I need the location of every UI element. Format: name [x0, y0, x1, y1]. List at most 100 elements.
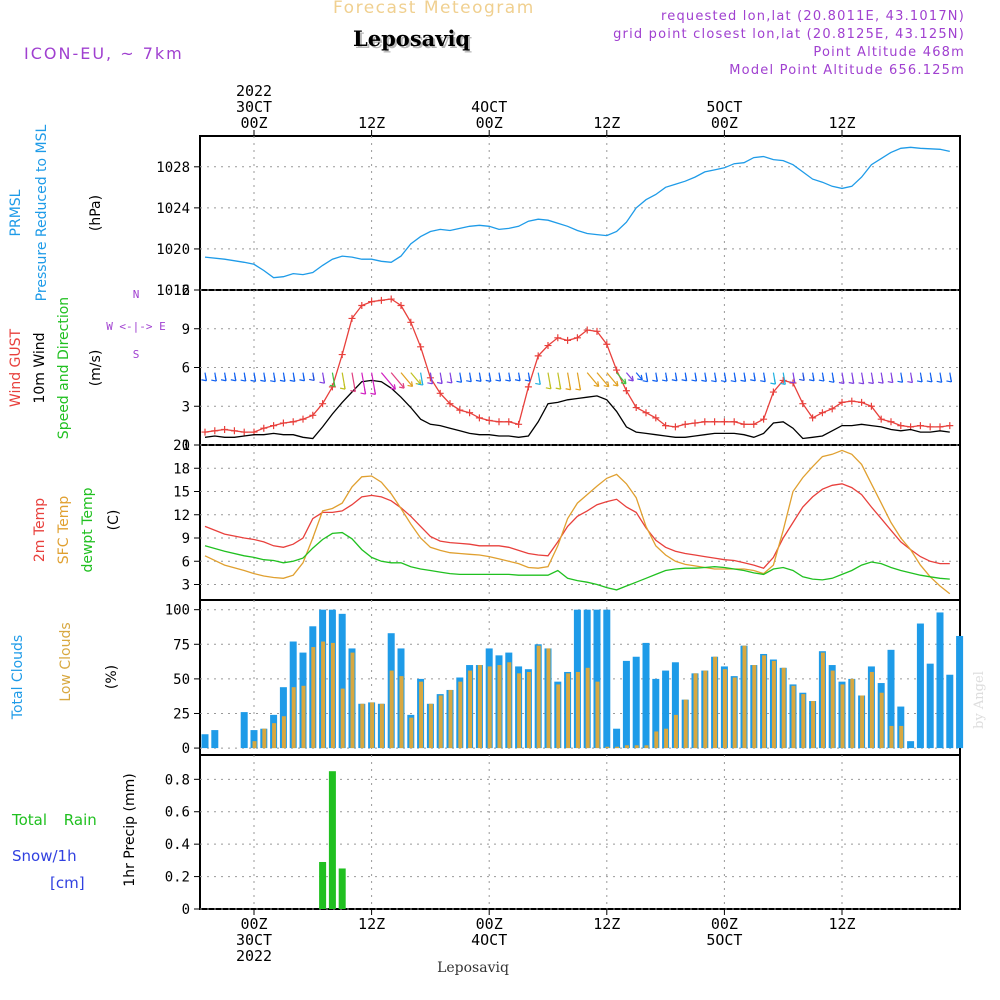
time-axis-label: 12Z: [593, 114, 620, 132]
total-cloud-bar: [240, 712, 248, 749]
wind-arrow-head: [446, 377, 453, 384]
temp-2m-label: 2m Temp: [32, 498, 48, 562]
low-cloud-bar: [419, 681, 424, 749]
wind-arrow-head: [475, 376, 482, 382]
wind-arrow-head: [319, 378, 326, 384]
wind-arrow-head: [593, 381, 600, 388]
gust-marker: [348, 314, 356, 322]
y-tick-label: 0.6: [165, 805, 190, 821]
low-cloud-bar: [360, 703, 365, 749]
gust-marker: [818, 409, 826, 417]
gust-marker: [632, 404, 640, 412]
low-cloud-bar: [291, 687, 296, 749]
gust-marker: [916, 422, 924, 430]
wind-direction-arrow: [635, 372, 643, 381]
total-cloud-bar: [338, 613, 346, 749]
low-cloud-bar: [791, 685, 796, 749]
low-cloud-bar: [693, 673, 698, 749]
low-cloud-bar: [615, 746, 620, 749]
gust-marker: [946, 422, 954, 430]
gust-marker: [554, 334, 562, 342]
wind-arrow-head: [390, 384, 396, 390]
gust-marker: [544, 342, 552, 350]
gust-marker: [583, 326, 591, 334]
wind-arrow-head: [370, 389, 377, 395]
wind-arrow-head: [897, 377, 904, 383]
wind-arrow-head: [575, 384, 582, 391]
time-axis-label: 12Z: [593, 915, 620, 933]
wind-arrow-head: [220, 375, 227, 382]
low-cloud-bar: [546, 648, 551, 749]
time-axis-label: 00Z: [711, 915, 738, 933]
time-axis-label: 2022: [236, 947, 272, 965]
gust-marker: [299, 415, 307, 423]
wind-arrow-head: [201, 375, 208, 382]
wind-arrow-head: [730, 376, 737, 383]
snow-unit-label: [cm]: [50, 874, 85, 892]
wind-unit-label: (m/s): [88, 350, 104, 387]
temp-2m-line: [204, 483, 950, 569]
credit-watermark: by Angel: [972, 671, 987, 729]
wind-arrow-head: [555, 383, 562, 390]
wind-arrow-head: [838, 378, 845, 385]
gust-marker: [838, 398, 846, 406]
wind-arrow-head: [565, 384, 572, 391]
low-cloud-bar: [605, 746, 610, 749]
gust-marker: [662, 422, 670, 430]
wind-arrow-head: [250, 376, 257, 382]
wind-arrow-head: [485, 376, 492, 382]
precipitation-frame: [199, 754, 961, 910]
wind-arrow-head: [936, 377, 943, 383]
gust-marker: [436, 389, 444, 397]
gust-marker: [387, 295, 395, 303]
time-axis-label: 12Z: [828, 915, 855, 933]
pressure-unit-label: (hPa): [88, 195, 104, 231]
time-axis-label: 12Z: [828, 114, 855, 132]
gust-marker: [289, 418, 297, 426]
low-cloud-bar: [703, 670, 708, 749]
model-altitude: Model Point Altitude 656.125m: [729, 63, 965, 78]
total-cloud-bar: [593, 609, 601, 749]
temp-unit-label: (C): [106, 510, 122, 531]
total-cloud-bar: [652, 678, 660, 749]
wind-arrow-head: [799, 375, 805, 382]
time-axis-label: 2022: [236, 82, 272, 100]
wind-direction-arrow: [606, 372, 619, 387]
gust-marker: [466, 409, 474, 417]
wind-arrow-head: [407, 381, 414, 388]
low-cloud-bar: [389, 670, 394, 749]
total-cloud-bar: [907, 741, 915, 749]
gust-marker: [279, 419, 287, 427]
gust-marker: [573, 334, 581, 342]
low-cloud-bar: [654, 731, 659, 749]
time-axis-label: 5OCT: [706, 931, 742, 949]
wind-arrow-head: [828, 377, 835, 383]
wind-arrow-head: [456, 377, 463, 383]
y-tick-label: 12: [173, 508, 190, 524]
compass-north: N: [133, 288, 140, 301]
low-cloud-bar: [664, 728, 669, 749]
wind-arrow-head: [329, 381, 336, 387]
wind-arrow-head: [339, 383, 346, 390]
gust-marker: [671, 423, 679, 431]
wind-gust-label: Wind GUST: [8, 328, 24, 407]
wind-arrow-head: [652, 376, 658, 382]
dewpt-label: dewpt Temp: [80, 487, 96, 572]
low-cloud-bar: [370, 702, 375, 749]
low-cloud-bar: [262, 728, 267, 749]
low-cloud-bar: [428, 703, 433, 749]
low-cloud-bar: [879, 692, 884, 749]
wind-arrow-head: [760, 376, 766, 383]
wind-arrow-head: [946, 376, 953, 383]
gust-marker: [750, 420, 758, 428]
total-cloud-bar: [632, 656, 640, 749]
point-altitude: Point Altitude 468m: [813, 45, 965, 60]
low-cloud-bar: [850, 678, 855, 749]
y-tick-label: 1028: [156, 160, 190, 176]
time-axis-label: 12Z: [358, 114, 385, 132]
low-cloud-bar: [644, 745, 649, 749]
wind-arrow-head: [868, 378, 874, 385]
low-cloud-bar: [301, 685, 306, 749]
gust-line: [204, 298, 950, 433]
gust-marker: [613, 366, 621, 374]
